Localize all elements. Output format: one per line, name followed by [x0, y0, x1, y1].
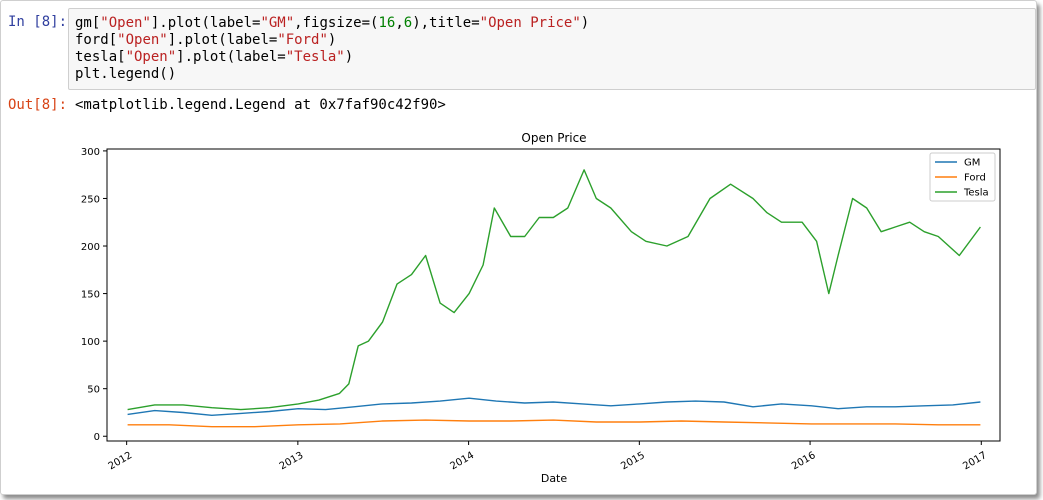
- x-axis: 2012 2013 2014 2015 2016 2017: [107, 441, 989, 472]
- code-token: ].plot(label=: [167, 32, 278, 48]
- code-token: "Tesla": [285, 49, 345, 65]
- code-token: ,: [395, 15, 404, 31]
- x-tick-label: 2015: [619, 450, 647, 472]
- y-axis: 0 50 100 150 200 250 300: [81, 147, 107, 443]
- code-token: "Ford": [277, 32, 328, 48]
- y-tick-label: 250: [81, 194, 100, 205]
- axes-border: [106, 148, 1001, 442]
- series-lines: [127, 169, 981, 428]
- code-token: ,figsize=(: [294, 15, 379, 31]
- legend-box: [929, 152, 996, 202]
- legend: GM Ford Tesla: [929, 152, 996, 202]
- x-tick-label: 2013: [278, 450, 306, 472]
- code-token: tesla[: [75, 49, 126, 65]
- code-line: gm["Open"].plot(label="GM",figsize=(16,6…: [75, 15, 589, 32]
- code-token: 16: [378, 15, 396, 31]
- code-token: plt.legend(): [75, 66, 177, 82]
- legend-label: Ford: [964, 173, 986, 184]
- code-token: ): [327, 32, 337, 48]
- x-tick-label: 2016: [790, 450, 818, 472]
- code-token: ford[: [75, 32, 118, 48]
- x-tick-label: 2012: [107, 450, 135, 472]
- code-token: "GM": [260, 15, 295, 31]
- code-token: gm[: [75, 15, 101, 31]
- y-tick-label: 150: [81, 290, 100, 301]
- y-tick-label: 50: [87, 385, 100, 396]
- code-editor[interactable]: gm["Open"].plot(label="GM",figsize=(16,6…: [75, 15, 589, 83]
- x-tick-label: 2014: [449, 450, 477, 472]
- code-token: ].plot(label=: [176, 49, 286, 65]
- y-tick-label: 100: [81, 337, 100, 348]
- code-line: ford["Open"].plot(label="Ford"): [75, 32, 589, 49]
- legend-label: Tesla: [963, 188, 989, 199]
- x-tick-label: 2017: [961, 450, 989, 472]
- plot-area: [106, 148, 1001, 442]
- code-token: "Open": [100, 15, 151, 31]
- legend-label: GM: [964, 158, 980, 169]
- code-token: "Open": [125, 49, 177, 65]
- code-token: ].plot(label=: [150, 15, 261, 31]
- series-line-gm: [127, 397, 981, 416]
- code-line: plt.legend(): [75, 66, 589, 83]
- y-tick-label: 200: [81, 242, 100, 253]
- code-token: ): [580, 15, 590, 31]
- x-axis-label: Date: [541, 472, 568, 485]
- code-token: "Open Price": [479, 15, 581, 31]
- y-tick-label: 0: [94, 432, 100, 443]
- code-token: 6: [403, 15, 413, 31]
- y-tick-label: 300: [81, 147, 100, 158]
- chart-title: Open Price: [521, 131, 586, 145]
- code-line: tesla["Open"].plot(label="Tesla"): [75, 49, 589, 66]
- series-line-tesla: [127, 169, 981, 411]
- code-input-area[interactable]: gm["Open"].plot(label="GM",figsize=(16,6…: [68, 8, 1036, 90]
- output-prompt: Out[8]:: [8, 97, 68, 113]
- output-text: <matplotlib.legend.Legend at 0x7faf90c42…: [75, 97, 446, 113]
- code-token: ),title=: [412, 15, 480, 31]
- input-prompt: In [8]:: [8, 14, 68, 30]
- series-line-ford: [127, 419, 981, 428]
- code-token: "Open": [117, 32, 168, 48]
- code-token: ): [344, 49, 354, 65]
